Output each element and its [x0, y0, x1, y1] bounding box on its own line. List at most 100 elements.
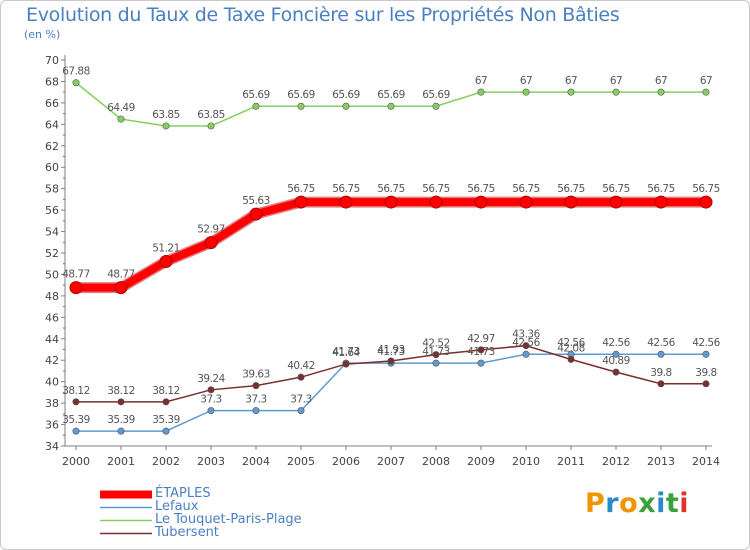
data-label: 56.75 — [422, 183, 450, 195]
data-label: 64.49 — [107, 102, 135, 114]
data-label: 38.12 — [62, 385, 90, 397]
data-point — [433, 360, 439, 366]
data-label: 56.75 — [377, 183, 405, 195]
data-label: 65.69 — [287, 89, 315, 101]
data-label: 39.63 — [242, 369, 270, 381]
y-tick-label: 68 — [45, 75, 59, 88]
data-point — [208, 123, 214, 129]
data-label: 39.8 — [650, 367, 671, 379]
data-point — [703, 381, 709, 387]
data-label: 65.69 — [332, 89, 360, 101]
data-label: 63.85 — [197, 109, 225, 121]
legend-swatch-tubersent — [100, 527, 152, 540]
y-tick-label: 50 — [45, 268, 59, 281]
data-point — [655, 196, 667, 208]
series-layer — [70, 80, 712, 435]
y-tick-label: 34 — [45, 440, 59, 453]
data-point — [340, 196, 352, 208]
data-label: 56.75 — [647, 183, 675, 195]
data-label: 51.21 — [152, 242, 180, 254]
data-label: 43.36 — [512, 329, 540, 341]
axes: 34 36 38 40 42 44 46 48 50 52 54 56 58 60 62 64 66 68 70 20… — [45, 54, 720, 468]
logo-letter: t — [666, 488, 679, 519]
data-label: 38.12 — [107, 385, 135, 397]
data-label: 67 — [520, 75, 532, 87]
data-point — [658, 89, 664, 95]
data-point — [253, 407, 259, 413]
data-point — [250, 208, 262, 220]
data-label: 39.8 — [695, 367, 716, 379]
y-tick-label: 46 — [45, 311, 59, 324]
data-label: 48.77 — [62, 269, 90, 281]
data-label: 67 — [610, 75, 622, 87]
data-label: 67 — [700, 75, 712, 87]
data-label: 41.64 — [332, 347, 360, 359]
data-label: 38.12 — [152, 385, 180, 397]
data-label: 40.42 — [287, 360, 315, 372]
y-tick-label: 42 — [45, 354, 59, 367]
x-tick-label: 2001 — [107, 455, 135, 468]
data-label: 52.97 — [197, 224, 225, 236]
data-label: 42.52 — [422, 338, 450, 350]
data-point — [568, 356, 574, 362]
data-label: 65.69 — [422, 89, 450, 101]
data-point — [163, 399, 169, 405]
data-point — [568, 89, 574, 95]
x-tick-label: 2005 — [287, 455, 315, 468]
data-point — [73, 80, 79, 86]
data-point — [475, 196, 487, 208]
data-point — [163, 123, 169, 129]
y-tick-label: 52 — [45, 247, 59, 260]
data-point — [253, 103, 259, 109]
data-point — [613, 369, 619, 375]
data-point — [118, 399, 124, 405]
data-label: 55.63 — [242, 195, 270, 207]
data-label: 56.75 — [557, 183, 585, 195]
legend-swatch-le-touquet — [100, 514, 152, 527]
y-tick-label: 54 — [45, 226, 59, 239]
y-tick-label: 44 — [45, 333, 59, 346]
data-point — [703, 351, 709, 357]
data-point — [118, 116, 124, 122]
y-tick-label: 36 — [45, 419, 59, 432]
data-label: 37.3 — [290, 394, 311, 406]
data-label: 41.73 — [467, 346, 495, 358]
data-label: 65.69 — [377, 89, 405, 101]
data-point — [478, 89, 484, 95]
data-label: 67.88 — [62, 66, 90, 78]
data-point — [298, 407, 304, 413]
data-label: 42.08 — [557, 342, 585, 354]
data-point — [73, 399, 79, 405]
data-point — [565, 196, 577, 208]
data-point — [433, 103, 439, 109]
data-label: 65.69 — [242, 89, 270, 101]
data-point — [703, 89, 709, 95]
x-tick-label: 2009 — [467, 455, 495, 468]
proxiti-logo[interactable]: Proxiti — [585, 488, 689, 519]
data-point — [160, 255, 172, 267]
data-label: 35.39 — [107, 414, 135, 426]
data-label: 42.56 — [647, 337, 675, 349]
data-point — [343, 103, 349, 109]
data-point — [658, 351, 664, 357]
x-tick-label: 2000 — [62, 455, 90, 468]
data-label: 35.39 — [62, 414, 90, 426]
logo-letter: r — [605, 488, 619, 519]
data-point — [115, 282, 127, 294]
data-label: 56.75 — [332, 183, 360, 195]
data-point — [613, 89, 619, 95]
data-label: 56.75 — [692, 183, 720, 195]
data-point — [610, 196, 622, 208]
x-tick-label: 2007 — [377, 455, 405, 468]
y-tick-label: 56 — [45, 204, 59, 217]
data-label: 40.89 — [602, 355, 630, 367]
data-point — [298, 103, 304, 109]
data-label: 42.56 — [602, 337, 630, 349]
data-label: 42.56 — [692, 337, 720, 349]
data-label: 67 — [565, 75, 577, 87]
data-point — [523, 351, 529, 357]
x-tick-label: 2008 — [422, 455, 450, 468]
y-tick-label: 60 — [45, 161, 59, 174]
x-tick-label: 2014 — [692, 455, 720, 468]
y-tick-label: 38 — [45, 397, 59, 410]
